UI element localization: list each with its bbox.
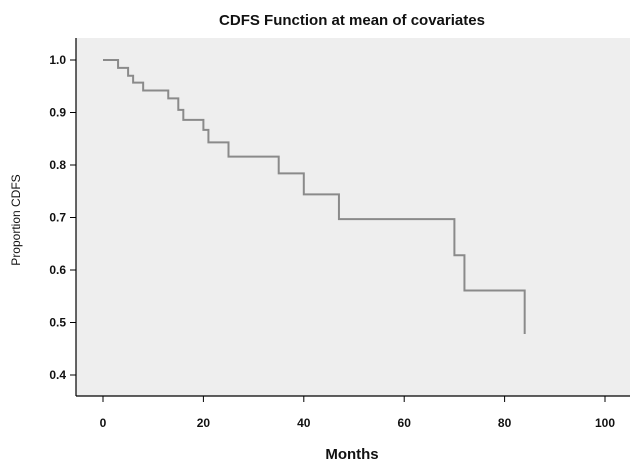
x-axis-label: Months xyxy=(325,446,378,463)
y-tick-label: 0.8 xyxy=(49,158,66,172)
x-tick-label: 80 xyxy=(498,416,512,430)
y-tick-label: 1.0 xyxy=(49,53,66,67)
x-tick-label: 20 xyxy=(197,416,211,430)
x-tick-label: 60 xyxy=(398,416,412,430)
y-axis-label: Proportion CDFS xyxy=(9,174,23,265)
x-tick-label: 40 xyxy=(297,416,311,430)
y-tick-label: 0.5 xyxy=(49,316,66,330)
series-group xyxy=(103,59,526,335)
y-tick-label: 0.9 xyxy=(49,106,66,120)
survival-step-line xyxy=(103,59,526,335)
ticks: 0 20 40 60 80 100 0.4 0.5 0.6 0.7 0.8 0.9 1.0 xyxy=(49,53,615,430)
chart-title: CDFS Function at mean of covariates xyxy=(219,12,485,29)
x-tick-label: 0 xyxy=(100,416,107,430)
y-tick-label: 0.7 xyxy=(49,211,66,225)
y-tick-label: 0.4 xyxy=(49,368,66,382)
x-tick-label: 100 xyxy=(595,416,615,430)
y-tick-label: 0.6 xyxy=(49,263,66,277)
plot-area xyxy=(76,38,630,396)
